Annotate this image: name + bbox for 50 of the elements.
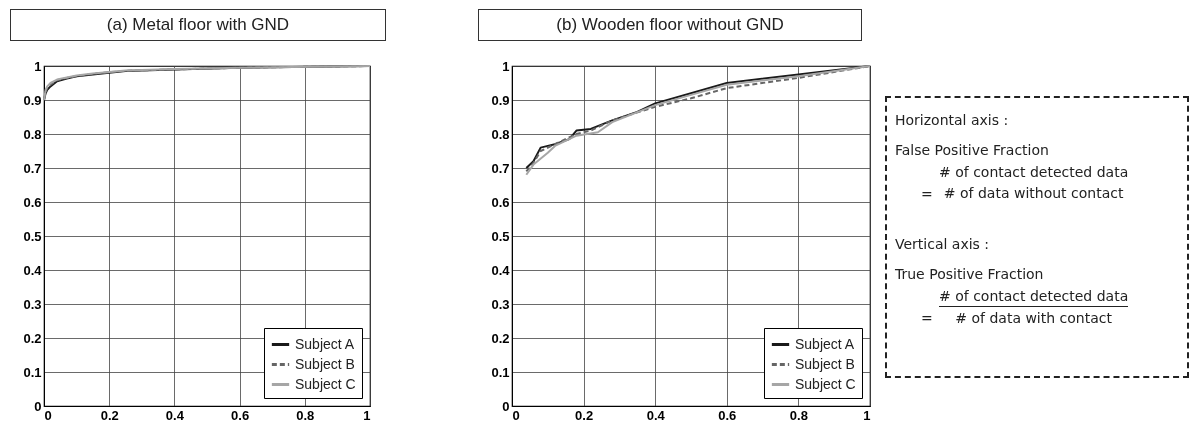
y-tick-label: 0.9	[491, 92, 510, 108]
text: # of contact detected data	[939, 288, 1129, 307]
text: Vertical axis :	[895, 236, 990, 252]
x-tick-label: 0.8	[789, 407, 808, 423]
legend-label: Subject C	[295, 375, 356, 392]
y-tick-label: 1	[34, 58, 42, 74]
x-tick-label: 0.6	[231, 407, 250, 423]
text: # of data with contact	[954, 309, 1113, 326]
text: # of contact detected data	[939, 164, 1129, 182]
y-tick-label: 0.5	[491, 228, 510, 244]
y-tick-label: 0.4	[23, 262, 43, 278]
y-tick-label: 0.1	[23, 364, 42, 380]
x-tick-label: 0.4	[646, 407, 666, 423]
y-tick-label: 0.6	[491, 194, 510, 210]
y-tick-label: 0.2	[23, 330, 42, 346]
y-tick-label: 0.7	[491, 160, 510, 176]
legend-label: Subject A	[295, 335, 355, 352]
x-tick-label: 0.4	[165, 407, 185, 423]
chart-title: (b) Wooden floor without GND	[478, 9, 862, 41]
legend-label: Subject B	[795, 355, 855, 372]
x-tick-label: 0.6	[718, 407, 737, 423]
text: False Positive Fraction	[895, 142, 1049, 158]
y-tick-label: 0.8	[491, 126, 510, 142]
y-tick-label: 1	[502, 58, 510, 74]
y-tick-label: 0.2	[491, 330, 510, 346]
legend-label: Subject B	[295, 355, 355, 372]
text: =	[921, 310, 933, 326]
x-tick-label: 0.2	[575, 407, 594, 423]
y-tick-label: 0.7	[23, 160, 42, 176]
y-tick-label: 0.6	[23, 194, 42, 210]
x-tick-label: 1	[363, 407, 371, 423]
y-tick-label: 0.4	[491, 262, 511, 278]
y-tick-label: 0.5	[23, 228, 42, 244]
y-tick-label: 0.1	[491, 364, 510, 380]
text: Horizontal axis :	[895, 112, 1009, 128]
x-tick-label: 0.8	[296, 407, 315, 423]
y-tick-label: 0.8	[23, 126, 42, 142]
x-tick-label: 1	[863, 407, 871, 423]
text: True Positive Fraction	[895, 266, 1044, 282]
legend-label: Subject A	[795, 335, 855, 352]
y-tick-label: 0.9	[23, 92, 42, 108]
x-tick-label: 0.2	[100, 407, 119, 423]
text: =	[921, 186, 933, 202]
chart-title: (a) Metal floor with GND	[10, 9, 386, 41]
x-tick-label: 0	[512, 407, 520, 423]
text: # of data without contact	[942, 184, 1125, 201]
legend-label: Subject C	[795, 375, 856, 392]
x-tick-label: 0	[44, 407, 52, 423]
y-tick-label: 0.3	[491, 296, 510, 312]
y-tick-label: 0.3	[23, 296, 42, 312]
